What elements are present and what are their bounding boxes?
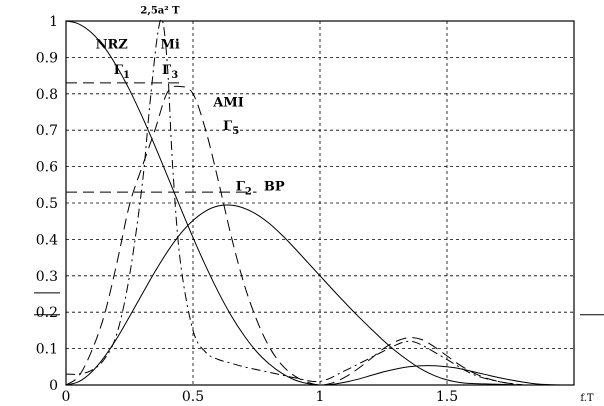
x-tick-label-0: 0 xyxy=(62,389,71,405)
annotation-g1: Γ1 xyxy=(114,63,130,81)
annotation-g2-sub: 2 xyxy=(245,186,252,197)
y-tick-label-3: 0.3 xyxy=(36,269,58,285)
x-tick-label-3: 1.5 xyxy=(436,389,458,405)
series-line-1 xyxy=(65,204,574,386)
y-tick-label-1: 0.1 xyxy=(36,342,58,358)
annotations: NRZ Γ1 Mi Γ3 AMI Γ5 Γ2 BP 2,5a² T xyxy=(96,6,285,198)
y-tick-label-10: 1 xyxy=(49,14,58,30)
annotation-bp: BP xyxy=(264,179,285,194)
annotation-mi: Mi xyxy=(160,37,179,52)
annotation-ami: AMI xyxy=(212,96,244,111)
plot-frame xyxy=(65,20,575,386)
annotation-g2: Γ2 xyxy=(236,179,252,197)
y-tick-label-6: 0.6 xyxy=(36,160,58,176)
y-tick-label-2: 0.2 xyxy=(36,305,58,321)
y-tick-label-7: 0.7 xyxy=(36,123,58,139)
x-axis-label: f.T xyxy=(580,393,594,404)
annotation-g3-sub: 3 xyxy=(171,70,178,81)
annotation-peak: 2,5a² T xyxy=(140,6,180,17)
series-line-3 xyxy=(65,85,524,386)
x-tick-label-1: 0.5 xyxy=(182,389,204,405)
reference-lines xyxy=(66,82,257,193)
x-tick-label-2: 1 xyxy=(316,389,325,405)
y-tick-label-4: 0.4 xyxy=(36,232,58,248)
y-tick-label-0: 0 xyxy=(49,378,58,394)
grid-lines xyxy=(66,21,574,385)
annotation-g1-sub: 1 xyxy=(123,70,130,81)
annotation-g3: Γ3 xyxy=(162,63,178,81)
series-line-2 xyxy=(65,18,524,386)
side-marks xyxy=(34,292,604,316)
annotation-nrz: NRZ xyxy=(96,37,129,52)
y-tick-label-8: 0.8 xyxy=(36,87,58,103)
tick-labels: 0 0.5 1 1.5 0 0.1 0.2 0.3 0.4 0.5 0.6 0.7 0.8 0.9 1 xyxy=(36,14,458,405)
y-tick-label-5: 0.5 xyxy=(36,196,58,212)
y-tick-label-9: 0.9 xyxy=(36,50,58,66)
annotation-g5: Γ5 xyxy=(223,119,239,137)
annotation-g5-sub: 5 xyxy=(232,126,239,137)
